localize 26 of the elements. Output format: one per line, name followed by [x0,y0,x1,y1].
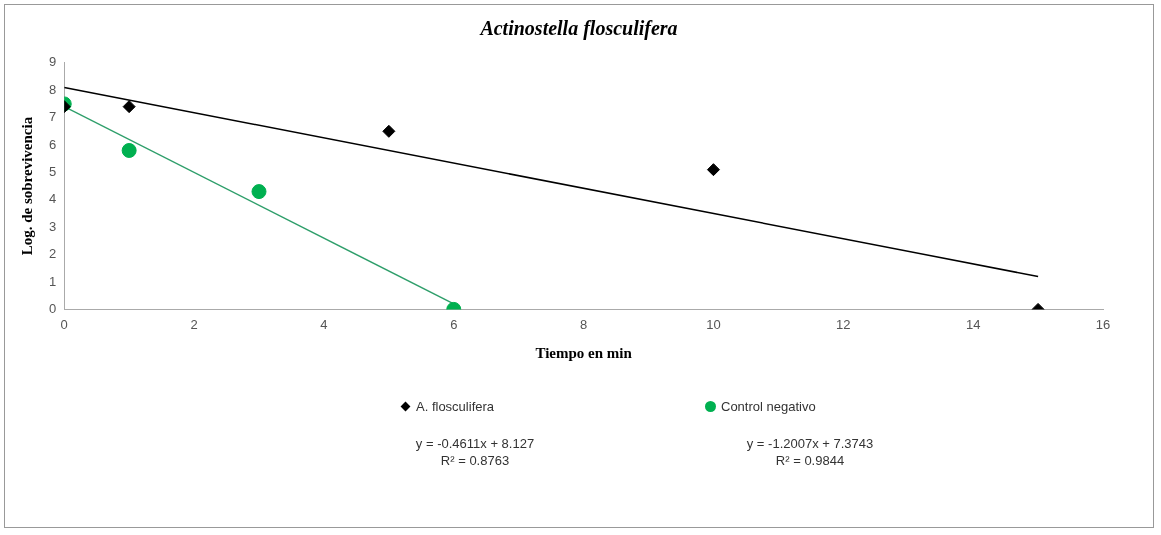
y-tick-label: 1 [49,273,57,289]
text: y = -0.4611x + 8.127 R² = 0.8763 [415,435,535,469]
y-tick-label: 6 [49,136,57,152]
y-tick-label: 0 [49,300,57,316]
y-tick-label: 7 [49,109,57,125]
x-tick-label: 2 [190,316,198,332]
x-tick-label: 8 [580,316,588,332]
x-tick-label: 14 [965,316,981,332]
y-tick-label: 3 [49,218,57,234]
x-tick-label: 6 [450,316,458,332]
x-axis-title: Tiempo en min [535,344,633,361]
x-tick-label: 12 [836,316,851,332]
y-axis-title: Log. de sobrevivencia [18,116,35,256]
text: y = -1.2007x + 7.3743 R² = 0.9844 [746,435,874,469]
y-tick-label: 2 [49,246,57,262]
x-tick-label: 16 [1095,316,1111,332]
y-tick-label: 4 [49,191,57,207]
legend-label: Control negativo [721,399,816,414]
legend-label: A. flosculifera [416,399,495,414]
y-tick-label: 5 [49,163,57,179]
x-tick-label: 0 [60,316,68,332]
chart-title: Actinostella flosculifera [478,17,679,40]
y-tick-label: 8 [49,81,57,97]
y-tick-label: 9 [49,54,57,70]
x-tick-label: 10 [706,316,721,332]
x-tick-label: 4 [320,316,328,332]
